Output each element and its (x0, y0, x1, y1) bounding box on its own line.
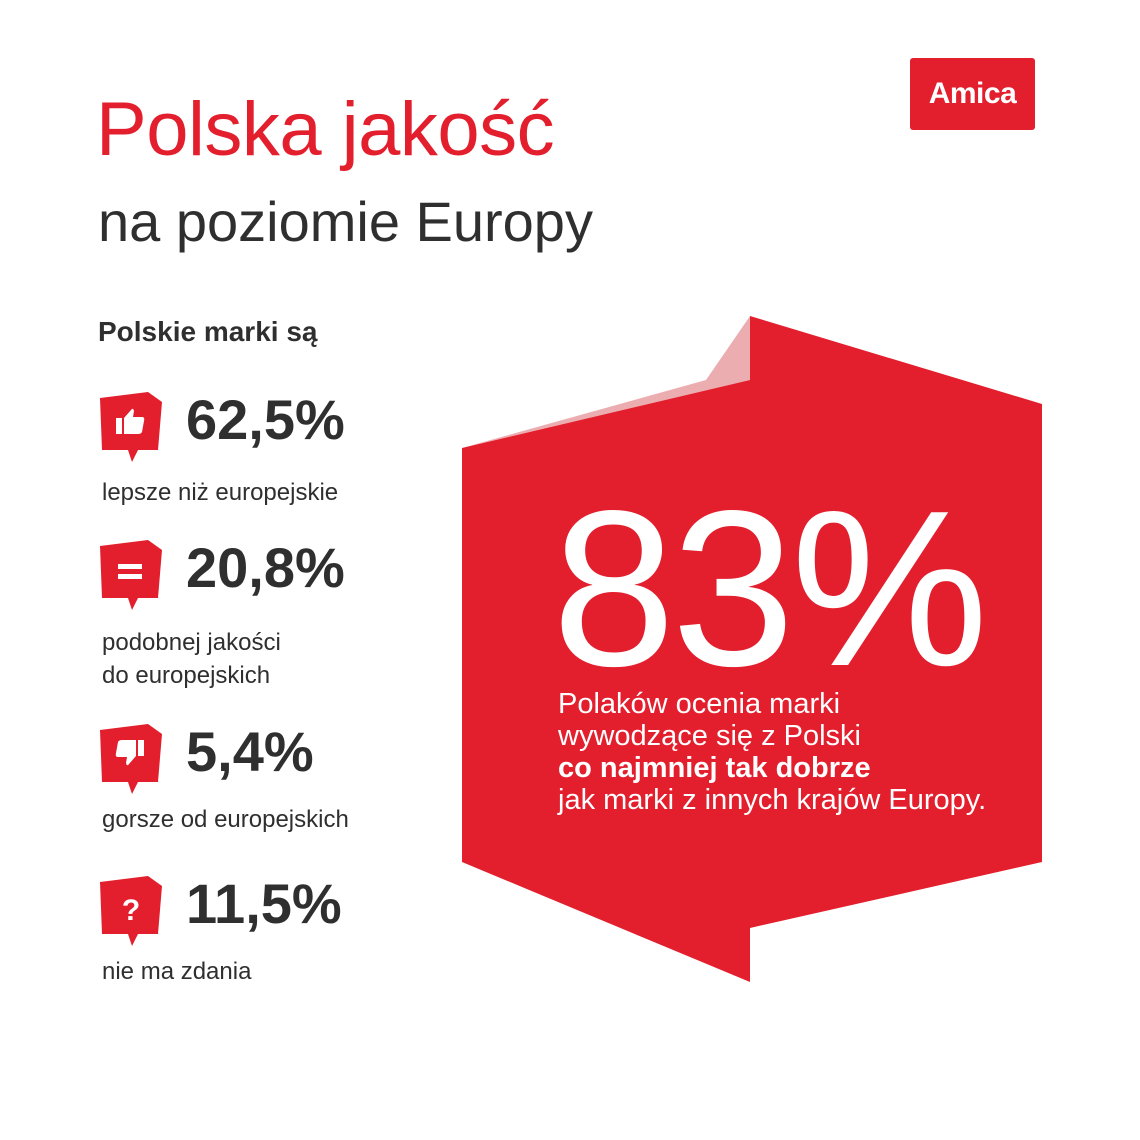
highlight-line: wywodzące się z Polski (558, 720, 861, 752)
stat-label: lepsze niż europejskie (102, 479, 339, 506)
highlight-value: 83% (552, 465, 988, 713)
question-icon: ? (100, 876, 162, 946)
stat-label: gorsze od europejskich (102, 806, 349, 833)
stat-value: 62,5% (186, 388, 345, 451)
thumbs-down-icon (100, 724, 162, 794)
svg-text:?: ? (122, 894, 140, 927)
equals-icon (100, 540, 162, 610)
stats-heading: Polskie marki są (98, 316, 318, 347)
stat-value: 20,8% (186, 536, 345, 599)
page-title: Polska jakość (96, 87, 555, 172)
highlight-line: jak marki z innych krajów Europy. (558, 784, 987, 816)
page-subtitle: na poziomie Europy (98, 190, 593, 253)
amica-logo: Amica (910, 58, 1035, 130)
thumbs-up-icon (100, 392, 162, 462)
stat-value: 11,5% (186, 872, 342, 935)
highlight-line-bold: co najmniej tak dobrze (558, 752, 871, 784)
stat-value: 5,4% (186, 720, 314, 783)
highlight-banner (462, 316, 1042, 982)
logo-text: Amica (928, 77, 1017, 110)
highlight-line: Polaków ocenia marki (558, 688, 841, 720)
stat-label: do europejskich (102, 662, 271, 689)
stat-label: podobnej jakości (102, 629, 281, 656)
highlight-description: Polaków ocenia marki wywodzące się z Pol… (558, 688, 986, 816)
stat-label: nie ma zdania (102, 958, 252, 985)
